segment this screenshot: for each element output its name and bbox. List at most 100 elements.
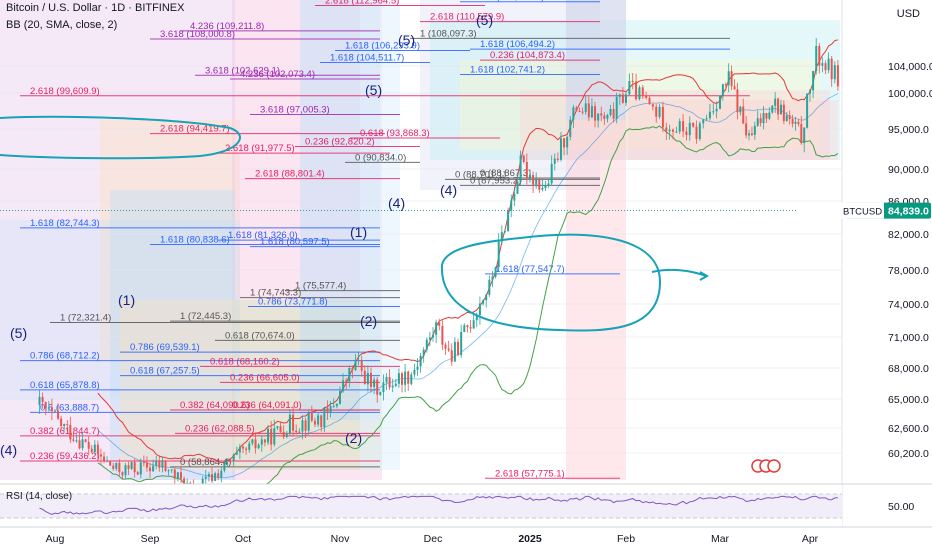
candle-body bbox=[441, 325, 444, 345]
candle-body bbox=[485, 294, 488, 301]
candle-body bbox=[503, 231, 506, 233]
candle-body bbox=[170, 469, 173, 471]
candle-body bbox=[522, 155, 525, 162]
candle-body bbox=[118, 462, 121, 473]
bb-legend[interactable]: BB (20, SMA, close, 2) bbox=[6, 19, 118, 31]
candle-body bbox=[836, 65, 839, 87]
candle-body bbox=[87, 441, 90, 449]
candle-body bbox=[736, 89, 739, 113]
price-tick-label: 60,200.0 bbox=[888, 448, 929, 460]
fib-level-label: 3.618 (108,000.8) bbox=[160, 29, 235, 40]
candle-body bbox=[510, 200, 513, 211]
candle-body bbox=[472, 320, 475, 329]
candle-body bbox=[351, 367, 354, 371]
fib-zone bbox=[100, 120, 240, 360]
candle-body bbox=[648, 97, 651, 105]
candle-body bbox=[217, 473, 220, 478]
annotation-ellipse-right bbox=[440, 233, 662, 332]
candle-body bbox=[818, 46, 821, 66]
annotation-ellipse-left bbox=[0, 115, 241, 160]
candle-body bbox=[413, 369, 416, 375]
candle-body bbox=[655, 106, 658, 117]
candle-body bbox=[575, 107, 578, 112]
candle-body bbox=[815, 46, 818, 71]
candle-body bbox=[204, 476, 207, 479]
candle-body bbox=[547, 183, 550, 186]
candle-body bbox=[584, 103, 587, 112]
candle-body bbox=[730, 71, 733, 87]
candle-body bbox=[232, 454, 235, 461]
candle-body bbox=[742, 106, 745, 124]
price-tick-label: 95,000.0 bbox=[888, 124, 929, 136]
candle-body bbox=[44, 401, 47, 409]
fib-level-label: 1.618 (104,511.7) bbox=[330, 53, 404, 64]
fib-level-label: 2.618 (94,419.7) bbox=[160, 124, 230, 135]
candle-body bbox=[708, 111, 711, 119]
candle-body bbox=[719, 95, 721, 109]
fib-level-label: 1.618 (102,741.2) bbox=[470, 64, 545, 75]
time-tick-label: Oct bbox=[235, 533, 251, 545]
fib-level-label: 1.618 (82,744.3) bbox=[30, 218, 100, 229]
annotation-arrow bbox=[651, 268, 707, 277]
candle-body bbox=[809, 90, 811, 94]
wave-label: (4) bbox=[0, 442, 17, 458]
time-tick-label: Apr bbox=[802, 533, 819, 545]
candle-body bbox=[803, 127, 806, 144]
candle-body bbox=[538, 179, 541, 190]
fib-level-label: 0.382 (64,090.6) bbox=[180, 400, 250, 411]
rsi-line bbox=[39, 495, 838, 515]
candle-body bbox=[756, 118, 759, 126]
price-tick-label: 82,000.0 bbox=[888, 229, 929, 241]
candle-body bbox=[500, 232, 503, 242]
candle-body bbox=[618, 94, 621, 97]
fib-level-label: 1.618 (80,838.6) bbox=[160, 234, 230, 245]
candle-body bbox=[84, 439, 87, 442]
fib-level-label: 2.618 (99,609.9) bbox=[30, 86, 100, 97]
candle-body bbox=[578, 111, 581, 113]
fib-level-label: 1 (75,577.4) bbox=[295, 281, 346, 292]
candle-body bbox=[705, 118, 708, 120]
candle-body bbox=[279, 426, 282, 432]
candle-body bbox=[572, 107, 575, 120]
fib-level-label: 1 (72,321.4) bbox=[60, 312, 111, 323]
candle-body bbox=[307, 412, 310, 431]
candle-body bbox=[672, 129, 674, 132]
candle-body bbox=[682, 121, 685, 132]
candle-body bbox=[211, 474, 213, 481]
candle-body bbox=[267, 428, 270, 443]
candle-body bbox=[248, 443, 251, 450]
price-tick-label: 62,600.0 bbox=[888, 423, 929, 435]
candle-body bbox=[750, 133, 753, 135]
candle-body bbox=[75, 440, 78, 442]
candle-body bbox=[812, 70, 815, 91]
currency-label[interactable]: USD bbox=[896, 8, 920, 20]
wave-label: (5) bbox=[398, 32, 415, 48]
candle-body bbox=[606, 114, 609, 119]
candle-body bbox=[366, 372, 369, 385]
candle-body bbox=[675, 131, 678, 133]
candle-body bbox=[370, 372, 372, 387]
fib-zone bbox=[420, 0, 600, 190]
candle-body bbox=[748, 133, 751, 136]
candle-body bbox=[127, 465, 130, 469]
candle-body bbox=[444, 344, 447, 349]
price-tick-label: 68,000.0 bbox=[888, 363, 929, 375]
wave-label: (5) bbox=[476, 12, 493, 28]
rsi-legend[interactable]: RSI (14, close) bbox=[6, 491, 73, 502]
candle-body bbox=[407, 371, 410, 384]
candle-body bbox=[41, 396, 44, 402]
fib-zone bbox=[430, 20, 840, 160]
candle-body bbox=[782, 104, 785, 121]
time-tick-label: Aug bbox=[46, 533, 65, 545]
candle-body bbox=[69, 424, 72, 440]
fib-level-label: 0.618 (68,160.2) bbox=[210, 356, 280, 367]
candle-body bbox=[621, 94, 624, 103]
candle-body bbox=[401, 373, 403, 385]
candle-body bbox=[54, 410, 56, 412]
candle-body bbox=[245, 448, 248, 450]
candle-body bbox=[320, 415, 323, 428]
candle-body bbox=[142, 462, 145, 464]
candle-body bbox=[404, 371, 407, 385]
